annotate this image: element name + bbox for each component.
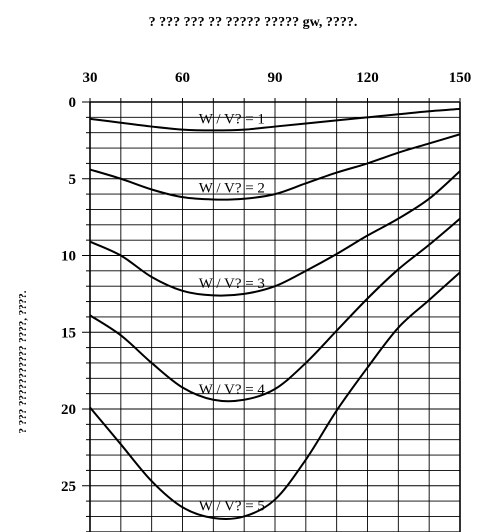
x-tick-label: 60 (175, 70, 190, 86)
x-tick-label: 90 (268, 70, 283, 86)
series-line-1 (89, 107, 461, 132)
series-line-4 (89, 217, 461, 403)
y-tick-label: 10 (61, 249, 76, 265)
x-tick-label: 150 (449, 70, 472, 86)
series-label-2: W / V? = 2 (199, 181, 265, 197)
series-label-4: W / V? = 4 (199, 382, 266, 398)
series-group (89, 107, 461, 520)
grid (82, 98, 461, 532)
x-tick-label: 30 (83, 70, 98, 86)
series-line-2 (89, 133, 461, 201)
x-tick-label: 120 (356, 70, 379, 86)
y-axis: 0 5 10 15 20 25 (61, 95, 76, 495)
y-tick-label: 0 (69, 95, 77, 111)
y-axis-label: ? ??? ??????????? ????, ????. (17, 290, 29, 433)
series-label-1: W / V? = 1 (199, 112, 265, 128)
series-line-3 (89, 170, 461, 297)
y-tick-label: 25 (61, 479, 76, 495)
y-tick-label: 15 (61, 325, 76, 341)
series-labels: W / V? = 1 W / V? = 2 W / V? = 3 W / V? = 4… (199, 112, 266, 515)
series-label-5: W / V? = 5 (199, 498, 265, 514)
series-line-5 (89, 271, 461, 520)
chart-title: ? ??? ??? ?? ????? ????? gw, ????. (149, 15, 358, 30)
y-tick-label: 5 (69, 172, 77, 188)
x-axis: 30 60 90 120 150 (83, 70, 472, 86)
series-label-3: W / V? = 3 (199, 276, 265, 292)
y-tick-label: 20 (61, 402, 76, 418)
